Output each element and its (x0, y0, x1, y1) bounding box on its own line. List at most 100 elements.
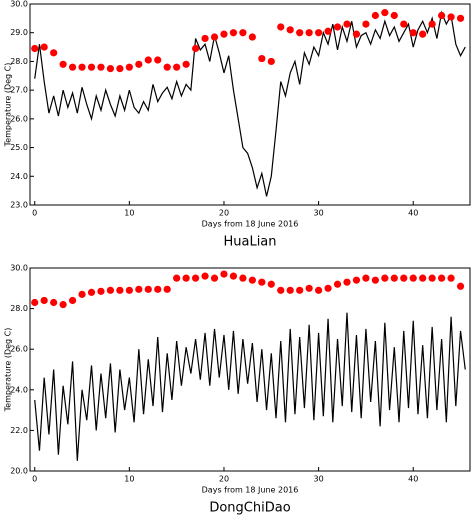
daily-point (87, 288, 96, 296)
y-tick-label: 30.0 (10, 264, 28, 273)
daily-point (182, 274, 190, 282)
daily-point (116, 286, 124, 294)
daily-point (324, 27, 332, 35)
daily-point (277, 286, 285, 294)
daily-point (40, 296, 48, 305)
x-axis-label: Days from 18 June 2016 (202, 220, 299, 229)
daily-point (210, 33, 219, 41)
daily-point (343, 278, 351, 286)
daily-point (125, 286, 133, 294)
x-tick-label: 0 (32, 209, 37, 218)
plot-frame (29, 3, 471, 206)
y-tick-label: 24.0 (10, 172, 28, 181)
daily-point (428, 274, 436, 282)
daily-point (135, 60, 143, 68)
y-tick-label: 23.0 (10, 201, 28, 210)
daily-point (40, 43, 48, 51)
daily-point (258, 278, 266, 286)
daily-point (201, 34, 209, 43)
daily-point (362, 20, 370, 28)
daily-point (258, 54, 266, 63)
daily-point (144, 285, 152, 293)
daily-point (248, 33, 256, 41)
daily-point (50, 298, 58, 307)
daily-point (31, 298, 39, 307)
x-tick-label: 20 (219, 475, 229, 484)
daily-point (116, 65, 124, 73)
daily-point (315, 286, 323, 294)
daily-point (371, 276, 379, 284)
daily-point (428, 20, 436, 28)
y-tick-label: 24.0 (10, 385, 28, 394)
daily-point (371, 11, 379, 20)
daily-point (277, 23, 285, 31)
daily-point (135, 285, 143, 293)
y-tick-label: 26.0 (10, 114, 28, 123)
daily-point (201, 272, 209, 280)
daily-point (248, 276, 256, 284)
daily-point (390, 11, 398, 20)
daily-point (59, 300, 67, 309)
daily-point (182, 60, 190, 68)
y-tick-label: 28.0 (10, 57, 28, 66)
daily-point (59, 60, 67, 68)
x-tick-label: 30 (314, 475, 324, 484)
daily-point (419, 30, 427, 38)
y-tick-label: 29.0 (10, 28, 28, 37)
daily-point (286, 26, 294, 34)
daily-point (31, 44, 39, 53)
x-tick-label: 0 (32, 475, 37, 484)
daily-point (324, 284, 332, 292)
y-tick-label: 25.0 (10, 143, 28, 152)
daily-point (50, 49, 58, 57)
daily-point (362, 274, 370, 282)
daily-point (438, 274, 446, 282)
daily-point (267, 57, 275, 66)
daily-point (456, 14, 465, 22)
daily-point (381, 274, 389, 282)
temperature-line (34, 312, 466, 461)
daily-point (78, 290, 86, 298)
daily-point (210, 274, 219, 282)
daily-point (315, 29, 323, 37)
daily-point (381, 9, 389, 17)
x-tick-label: 40 (408, 475, 418, 484)
daily-point (191, 44, 200, 53)
daily-point (296, 286, 304, 294)
x-tick-label: 10 (124, 475, 134, 484)
y-tick-label: 27.0 (10, 86, 28, 95)
daily-point (106, 65, 115, 73)
daily-point (400, 20, 408, 28)
daily-point (220, 30, 228, 38)
daily-point (97, 287, 105, 295)
daily-point (97, 63, 105, 71)
station-title: HuaLian (223, 235, 276, 250)
x-tick-label: 20 (219, 209, 229, 218)
daily-point (125, 63, 133, 71)
daily-point (447, 274, 455, 282)
daily-point (239, 274, 247, 282)
daily-point (220, 270, 228, 278)
x-axis-label: Days from 18 June 2016 (202, 486, 299, 495)
daily-point (456, 282, 465, 290)
daily-point (163, 63, 171, 71)
daily-point (154, 56, 162, 64)
daily-point (154, 285, 162, 293)
daily-point (409, 29, 417, 37)
daily-point (438, 11, 446, 20)
temperature-line (34, 10, 466, 197)
daily-point (419, 274, 427, 282)
x-tick-label: 10 (124, 209, 134, 218)
daily-point (78, 63, 86, 71)
daily-point (229, 29, 238, 37)
daily-point (305, 284, 313, 292)
daily-point (239, 29, 247, 37)
daily-point (163, 285, 171, 293)
daily-point (400, 274, 408, 282)
plot-frame (29, 267, 471, 472)
y-tick-label: 26.0 (10, 345, 28, 354)
daily-point (229, 272, 238, 280)
daily-point (68, 296, 77, 305)
